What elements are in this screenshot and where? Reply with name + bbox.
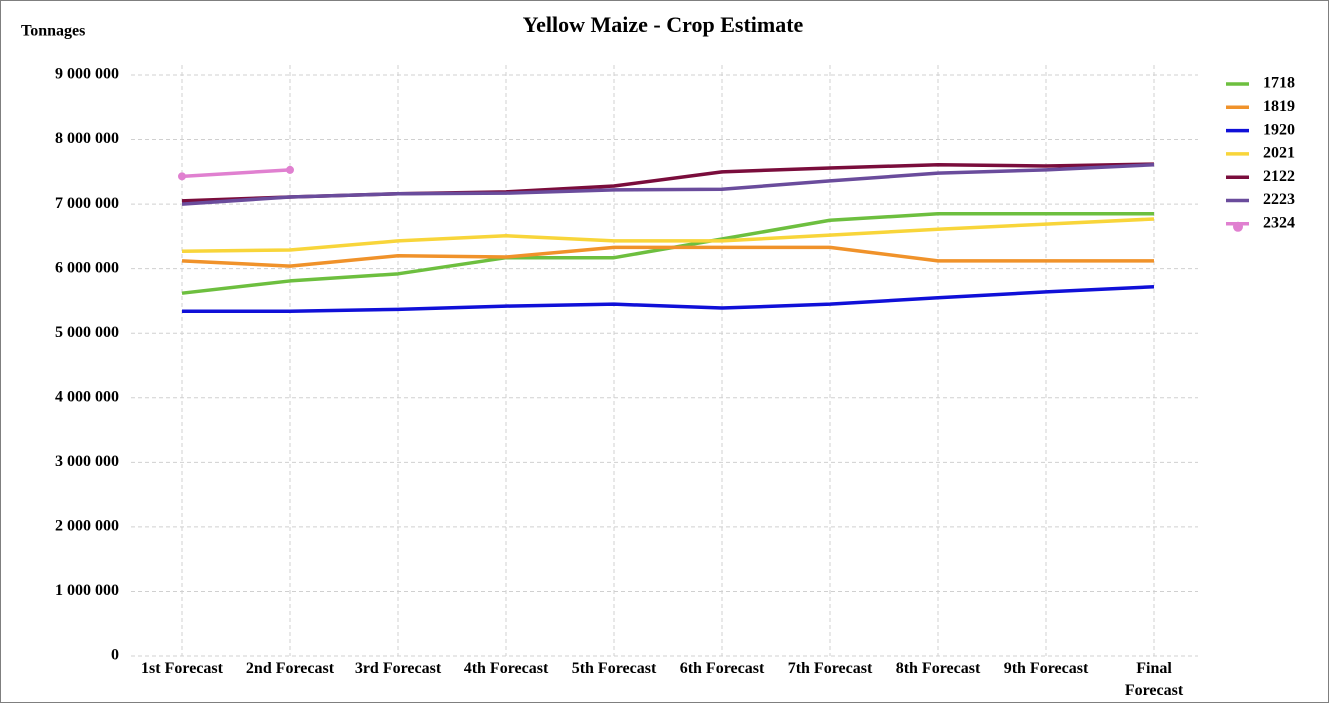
y-tick-label: 9 000 000 <box>55 66 119 83</box>
x-tick-label: Final Forecast <box>1124 660 1184 699</box>
legend-label: 2223 <box>1263 191 1295 208</box>
legend-label: 2324 <box>1263 214 1295 231</box>
x-tick-label: 9th Forecast <box>1003 660 1089 677</box>
x-tick-label: 1st Forecast <box>141 660 223 677</box>
x-tick-label: 8th Forecast <box>895 660 981 677</box>
marker <box>178 172 186 181</box>
y-axis-label: Tonnages <box>21 23 85 40</box>
x-tick-label: 2nd Forecast <box>245 660 335 677</box>
x-tick-label: 3rd Forecast <box>354 660 442 677</box>
x-tick-label: 7th Forecast <box>787 660 873 677</box>
line-series <box>181 217 1155 253</box>
line-series <box>181 168 291 179</box>
legend-label: 1718 <box>1263 75 1295 92</box>
y-tick-label: 3 000 000 <box>55 453 119 470</box>
y-tick-label: 6 000 000 <box>55 259 119 276</box>
legend-label: 1920 <box>1263 121 1295 138</box>
chart-title: Yellow Maize - Crop Estimate <box>523 12 804 37</box>
y-tick-label: 5 000 000 <box>55 324 119 341</box>
x-tick-label: 6th Forecast <box>679 660 765 677</box>
marker <box>286 165 294 174</box>
line-series <box>181 162 1155 206</box>
y-tick-label: 8 000 000 <box>55 130 119 147</box>
legend-label: 2021 <box>1263 145 1295 162</box>
legend-label: 2122 <box>1263 168 1295 185</box>
legend-label: 1819 <box>1263 98 1295 115</box>
y-tick-label: 7 000 000 <box>55 195 119 212</box>
line-series <box>181 245 1154 268</box>
x-tick-label: 5th Forecast <box>571 660 657 677</box>
x-tick-label: 4th Forecast <box>463 660 549 677</box>
y-tick-label: 4 000 000 <box>55 388 119 405</box>
y-tick-label: 0 <box>111 647 119 664</box>
y-tick-label: 2 000 000 <box>55 518 119 535</box>
y-tick-label: 1 000 000 <box>55 582 119 599</box>
legend-marker <box>1233 221 1243 232</box>
line-series <box>182 284 1155 314</box>
